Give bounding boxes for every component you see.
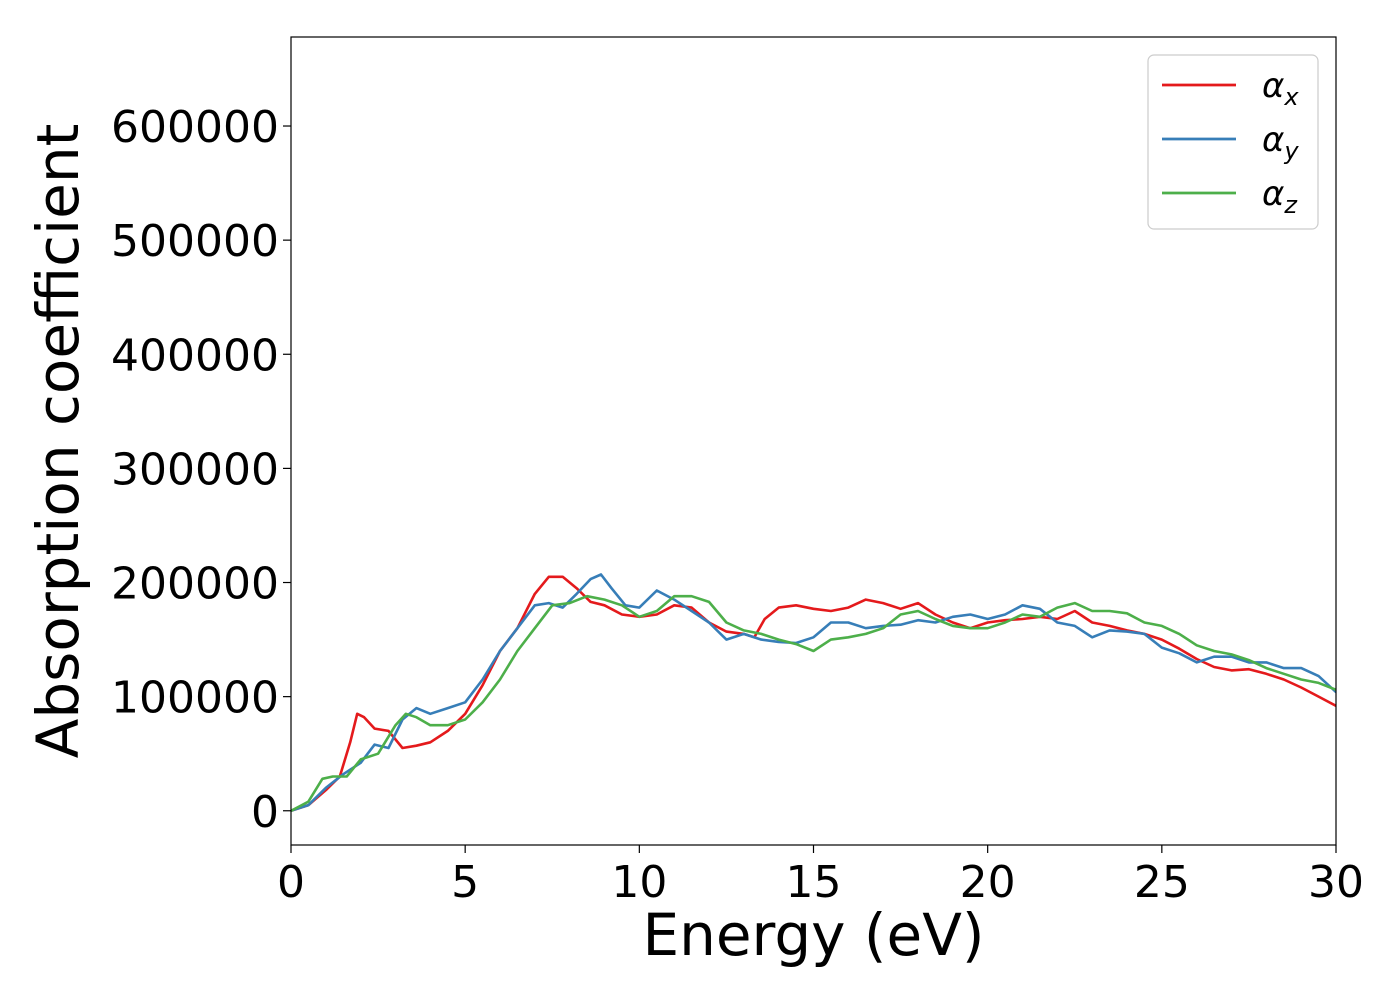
x-axis-label: Energy (eV): [642, 901, 984, 969]
x-tick-label: 0: [277, 857, 305, 908]
series-line-z: [291, 594, 1336, 813]
y-tick-label: 0: [251, 787, 279, 838]
x-tick-label: 5: [451, 857, 479, 908]
legend-label-x: αx: [1262, 66, 1299, 111]
legend-label-y: αy: [1262, 120, 1299, 165]
y-tick-label: 200000: [111, 559, 279, 610]
y-tick-label: 600000: [111, 102, 279, 153]
y-tick-label: 500000: [111, 216, 279, 267]
x-tick-label: 20: [960, 857, 1016, 908]
y-axis: 0 100000 200000 300000 400000 500000 600000: [111, 102, 291, 838]
x-tick-label: 30: [1308, 857, 1364, 908]
legend: αx αy αz: [1147, 54, 1319, 230]
legend-box: [1147, 54, 1319, 230]
series-line-x: [291, 575, 1336, 813]
y-axis-label: Absorption coefficient: [24, 124, 92, 759]
y-tick-label: 400000: [111, 330, 279, 381]
y-tick-label: 300000: [111, 444, 279, 495]
series-layer: [291, 573, 1336, 813]
x-tick-label: 15: [786, 857, 842, 908]
y-tick-label: 100000: [111, 673, 279, 724]
x-tick-label: 10: [611, 857, 667, 908]
x-axis: 0 5 10 15 20 25 30: [277, 845, 1364, 908]
x-tick-label: 25: [1134, 857, 1190, 908]
legend-label-z: αz: [1262, 174, 1298, 219]
